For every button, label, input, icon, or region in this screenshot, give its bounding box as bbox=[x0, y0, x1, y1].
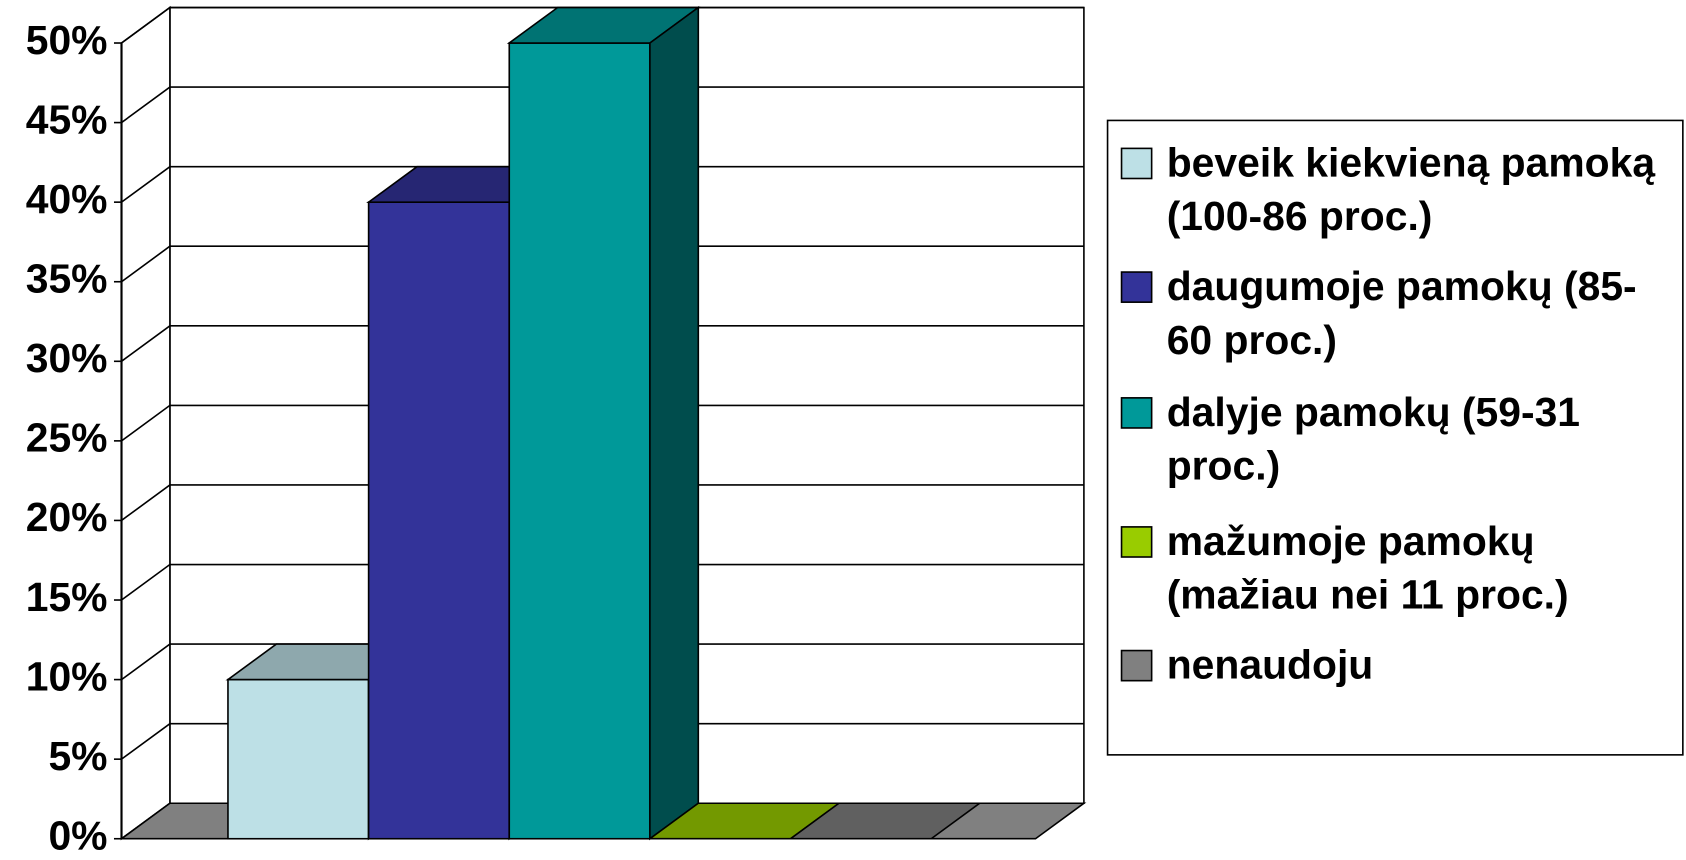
y-tick-label: 50% bbox=[26, 17, 108, 63]
legend-swatch bbox=[1120, 271, 1153, 303]
legend-entry: nenaudoju bbox=[1166, 643, 1374, 689]
legend-label: mažumoje pamokų (mažiau nei 11 proc.) bbox=[1166, 519, 1569, 619]
legend-entry: mažumoje pamokų (mažiau nei 11 proc.) bbox=[1166, 519, 1569, 619]
y-tick-label: 10% bbox=[26, 653, 108, 699]
grid-line bbox=[121, 643, 1084, 681]
legend-swatch bbox=[1120, 397, 1153, 429]
legend-box bbox=[1106, 119, 1684, 756]
plot: 0% 5% 10% 15% 20% 25% 30% 35% 40% 45% 50% beveik ki… bbox=[26, 5, 1684, 859]
legend-entry: daugumoje pamokų (85-60 proc.) bbox=[1166, 264, 1637, 364]
legend-label: dalyje pamokų (59-31 proc.) bbox=[1166, 390, 1581, 490]
y-tick-label: 40% bbox=[26, 176, 108, 222]
y-tick-label: 20% bbox=[26, 494, 108, 540]
y-tick-label: 45% bbox=[26, 96, 108, 142]
legend-swatch bbox=[1120, 649, 1153, 682]
y-tick-label: 5% bbox=[48, 733, 107, 779]
legend-entry: dalyje pamokų (59-31 proc.) bbox=[1166, 390, 1581, 490]
grid-line bbox=[121, 325, 1084, 362]
bar bbox=[227, 678, 370, 840]
grid-line bbox=[121, 484, 1084, 522]
grid-line bbox=[121, 563, 1084, 601]
grid-line bbox=[121, 6, 1084, 44]
y-tick-label: 25% bbox=[26, 415, 108, 461]
legend-label: daugumoje pamokų (85-60 proc.) bbox=[1166, 264, 1637, 364]
grid-line bbox=[121, 404, 1084, 442]
y-tick-label: 35% bbox=[26, 256, 108, 302]
legend-label: nenaudoju bbox=[1166, 643, 1374, 689]
bar bbox=[508, 42, 651, 840]
bar-side bbox=[649, 5, 700, 841]
grid-line bbox=[121, 245, 1084, 283]
grid-line bbox=[121, 165, 1084, 203]
y-tick-label: 0% bbox=[48, 813, 107, 859]
bar-top bbox=[788, 802, 983, 840]
legend-entry: beveik kiekvieną pamoką (100-86 proc.) bbox=[1166, 140, 1656, 240]
grid-line bbox=[121, 722, 1084, 760]
y-tick-label: 30% bbox=[26, 335, 108, 381]
legend-label: beveik kiekvieną pamoką (100-86 proc.) bbox=[1166, 140, 1656, 240]
legend-swatch bbox=[1120, 147, 1153, 180]
y-tick-label: 15% bbox=[26, 574, 108, 620]
grid-line bbox=[121, 86, 1084, 124]
legend-swatch bbox=[1120, 526, 1153, 558]
bar bbox=[367, 201, 511, 840]
